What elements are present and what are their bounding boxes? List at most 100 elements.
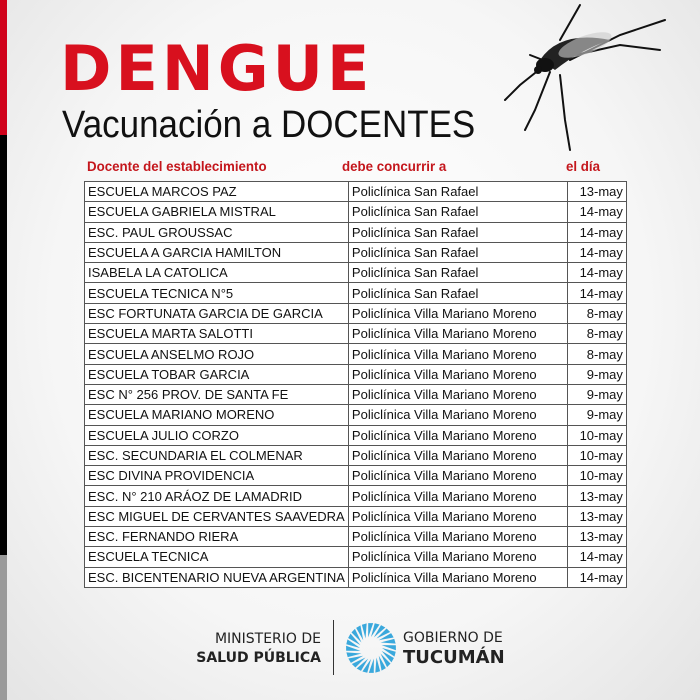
sun-ray: [361, 623, 367, 639]
school-cell: ESCUELA MARIANO MORENO: [84, 404, 349, 426]
table-row: ESC. BICENTENARIO NUEVA ARGENTINA Policlí…: [84, 566, 627, 588]
table-row: ISABELA LA CATOLICA Policlínica San Rafae…: [84, 262, 627, 284]
sun-ray: [380, 638, 396, 644]
school-cell: ESC FORTUNATA GARCIA DE GARCIA: [84, 302, 349, 325]
date-cell: 13-may: [566, 485, 627, 507]
location-cell: Policlínica Villa Mariano Moreno: [347, 444, 568, 467]
sun-ray: [351, 628, 362, 643]
location-cell: Policlínica San Rafael: [347, 221, 568, 243]
header-destino: debe concurrir a: [342, 158, 447, 174]
school-cell: ESCUELA MARTA SALOTTI: [84, 323, 349, 345]
sun-ray: [362, 659, 371, 673]
school-cell: ESC DIVINA PROVIDENCIA: [84, 465, 349, 487]
mosquito-icon: [504, 4, 666, 151]
date-cell: 14-may: [566, 262, 627, 284]
gov-line1: GOBIERNO DE: [403, 630, 503, 646]
school-cell: ESC N° 256 PROV. DE SANTA FE: [84, 383, 349, 406]
school-cell: ESC. N° 210 ARÁOZ DE LAMADRID: [84, 485, 349, 507]
location-cell: Policlínica Villa Mariano Moreno: [347, 343, 568, 365]
location-cell: Policlínica Villa Mariano Moreno: [347, 566, 568, 588]
ministry-line1: MINISTERIO DE: [214, 631, 321, 647]
location-cell: Policlínica San Rafael: [347, 262, 568, 284]
table-row: ESCUELA TOBAR GARCIA Policlínica Villa Ma…: [84, 363, 627, 385]
date-cell: 14-may: [566, 241, 627, 264]
sun-ray: [382, 648, 396, 657]
date-cell: 13-may: [566, 180, 627, 203]
ministry-logo: MINISTERIO DE SALUD PÚBLICA: [196, 630, 321, 668]
sun-ray: [376, 628, 391, 639]
sun-ray: [380, 653, 391, 668]
sun-ray: [356, 658, 369, 671]
sun-ray: [368, 658, 374, 673]
school-cell: ESCUELA TECNICA N°5: [84, 282, 349, 304]
date-cell: 9-may: [566, 383, 627, 406]
sun-ray: [381, 645, 396, 651]
school-cell: ISABELA LA CATOLICA: [84, 262, 349, 284]
school-cell: ESCUELA A GARCIA HAMILTON: [84, 241, 349, 264]
location-cell: Policlínica San Rafael: [347, 282, 568, 304]
location-cell: Policlínica Villa Mariano Moreno: [347, 465, 568, 487]
location-cell: Policlínica Villa Mariano Moreno: [347, 485, 568, 507]
sun-ray: [348, 633, 361, 646]
sun-ray: [356, 625, 364, 641]
page-subtitle: Vacunación a DOCENTES: [62, 104, 476, 146]
sun-ray: [351, 657, 366, 668]
table-row: ESCUELA ANSELMO ROJO Policlínica Villa Ma…: [84, 343, 627, 365]
school-cell: ESCUELA MARCOS PAZ: [84, 180, 349, 203]
date-cell: 14-may: [566, 282, 627, 304]
table-row: ESCUELA A GARCIA HAMILTON Policlínica San…: [84, 241, 627, 264]
date-cell: 8-may: [566, 302, 627, 325]
table-row: ESCUELA MARTA SALOTTI Policlínica Villa M…: [84, 323, 627, 345]
location-cell: Policlínica Villa Mariano Moreno: [347, 546, 568, 568]
tucuman-sun-icon: [346, 623, 396, 673]
table-row: ESCUELA TECNICA N°5 Policlínica San Rafae…: [84, 282, 627, 304]
sun-ray: [381, 650, 394, 663]
location-cell: Policlínica Villa Mariano Moreno: [347, 505, 568, 528]
sun-ray: [371, 623, 380, 637]
sun-ray: [346, 639, 360, 648]
school-cell: ESC. BICENTENARIO NUEVA ARGENTINA: [84, 566, 349, 588]
date-cell: 9-may: [566, 404, 627, 426]
date-cell: 14-may: [566, 566, 627, 588]
table-row: ESCUELA JULIO CORZO Policlínica Villa Mar…: [84, 424, 627, 446]
location-cell: Policlínica Villa Mariano Moreno: [347, 323, 568, 345]
school-cell: ESC. SECUNDARIA EL COLMENAR: [84, 444, 349, 467]
table-row: ESCUELA MARCOS PAZ Policlínica San Rafael…: [84, 180, 627, 203]
sun-ray: [348, 655, 364, 663]
location-cell: Policlínica Villa Mariano Moreno: [347, 383, 568, 406]
school-cell: ESCUELA JULIO CORZO: [84, 424, 349, 446]
sun-ray: [368, 623, 374, 638]
school-cell: ESC. PAUL GROUSSAC: [84, 221, 349, 243]
school-cell: ESCUELA GABRIELA MISTRAL: [84, 201, 349, 223]
date-cell: 13-may: [566, 505, 627, 528]
school-cell: ESCUELA TOBAR GARCIA: [84, 363, 349, 385]
table-row: ESCUELA TECNICA Policlínica Villa Mariano…: [84, 546, 627, 568]
school-cell: ESCUELA ANSELMO ROJO: [84, 343, 349, 365]
sun-ray: [378, 655, 386, 671]
table-row: ESC. FERNANDO RIERA Policlínica Villa Mar…: [84, 526, 627, 548]
location-cell: Policlínica San Rafael: [347, 201, 568, 223]
table-row: ESC. PAUL GROUSSAC Policlínica San Rafael…: [84, 221, 627, 243]
side-bar-black: [0, 135, 7, 555]
header-docente: Docente del establecimiento: [87, 158, 267, 174]
school-cell: ESC MIGUEL DE CERVANTES SAAVEDRA: [84, 505, 349, 528]
government-logo: GOBIERNO DE TUCUMÁN: [403, 628, 505, 668]
sun-ray: [346, 652, 362, 658]
school-cell: ESCUELA TECNICA: [84, 546, 349, 568]
table-row: ESCUELA MARIANO MORENO Policlínica Villa …: [84, 404, 627, 426]
school-cell: ESC. FERNANDO RIERA: [84, 526, 349, 548]
table-row: ESC. SECUNDARIA EL COLMENAR Policlínica V…: [84, 444, 627, 467]
date-cell: 10-may: [566, 424, 627, 446]
date-cell: 9-may: [566, 363, 627, 385]
side-bar-gray: [0, 555, 7, 700]
location-cell: Policlínica Villa Mariano Moreno: [347, 363, 568, 385]
location-cell: Policlínica San Rafael: [347, 241, 568, 264]
date-cell: 8-may: [566, 343, 627, 365]
page-title: DENGUE: [60, 32, 374, 105]
location-cell: Policlínica Villa Mariano Moreno: [347, 424, 568, 446]
ministry-line2: SALUD PÚBLICA: [196, 650, 321, 666]
header-dia: el día: [566, 158, 601, 174]
footer-logos: MINISTERIO DE SALUD PÚBLICA GOBIERNO DE …: [0, 618, 700, 678]
sun-ray: [378, 633, 394, 641]
location-cell: Policlínica Villa Mariano Moreno: [347, 526, 568, 548]
